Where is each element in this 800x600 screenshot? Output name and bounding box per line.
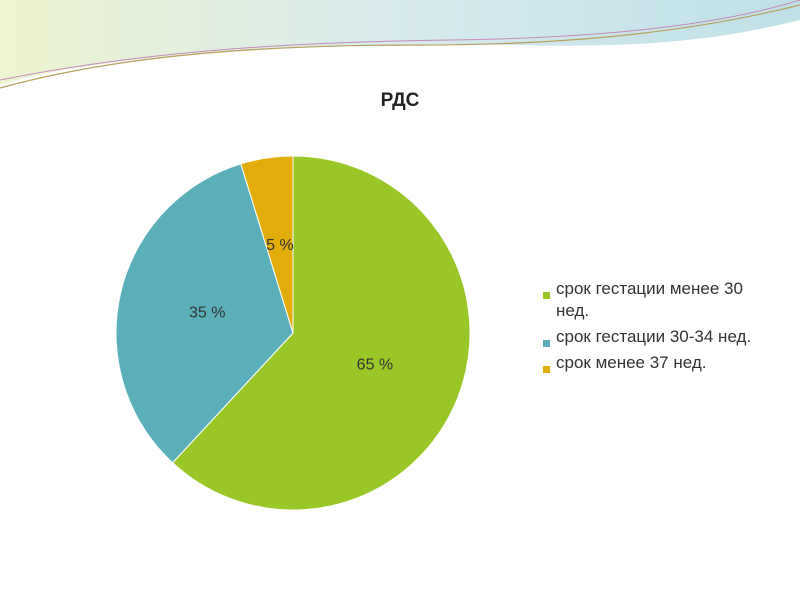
legend: срок гестации менее 30 нед. срок гестации… (543, 278, 758, 378)
legend-label: срок гестации 30-34 нед. (556, 327, 752, 346)
data-label: 5 % (266, 237, 294, 254)
header-wave (0, 0, 800, 85)
legend-swatch (543, 366, 550, 373)
data-label: 35 % (189, 305, 225, 322)
pie-slice (171, 155, 471, 511)
legend-swatch (543, 340, 550, 347)
data-label: 65 % (357, 356, 393, 373)
legend-label: срок гестации менее 30 нед. (556, 279, 743, 320)
legend-label: срок менее 37 нед. (556, 353, 707, 372)
header-line (0, 0, 800, 81)
chart-title: РДС (381, 90, 420, 111)
header-line (0, 4, 800, 89)
pie-slice (115, 163, 294, 464)
legend-item: срок гестации 30-34 нед. (543, 326, 758, 348)
legend-item: срок менее 37 нед. (543, 352, 758, 374)
pie-slice (240, 155, 294, 334)
legend-swatch (543, 292, 550, 299)
legend-item: срок гестации менее 30 нед. (543, 278, 758, 322)
